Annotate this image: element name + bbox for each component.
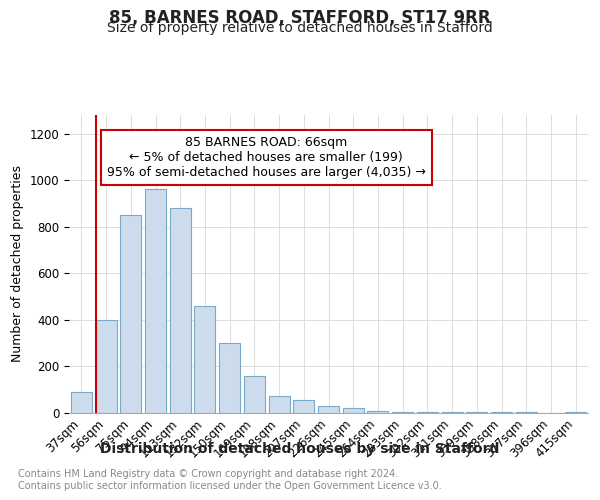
Bar — [71, 392, 92, 412]
Text: 85, BARNES ROAD, STAFFORD, ST17 9RR: 85, BARNES ROAD, STAFFORD, ST17 9RR — [109, 9, 491, 27]
Text: Size of property relative to detached houses in Stafford: Size of property relative to detached ho… — [107, 21, 493, 35]
Bar — [120, 216, 141, 412]
Bar — [318, 406, 339, 412]
Text: Contains HM Land Registry data © Crown copyright and database right 2024.
Contai: Contains HM Land Registry data © Crown c… — [18, 469, 442, 490]
Bar — [269, 396, 290, 412]
Text: Distribution of detached houses by size in Stafford: Distribution of detached houses by size … — [100, 442, 500, 456]
Bar — [95, 320, 116, 412]
Bar — [219, 343, 240, 412]
Bar — [194, 306, 215, 412]
Bar — [145, 189, 166, 412]
Y-axis label: Number of detached properties: Number of detached properties — [11, 165, 24, 362]
Text: 85 BARNES ROAD: 66sqm
← 5% of detached houses are smaller (199)
95% of semi-deta: 85 BARNES ROAD: 66sqm ← 5% of detached h… — [107, 136, 425, 179]
Bar — [293, 400, 314, 412]
Bar — [170, 208, 191, 412]
Bar — [343, 408, 364, 412]
Bar — [244, 376, 265, 412]
